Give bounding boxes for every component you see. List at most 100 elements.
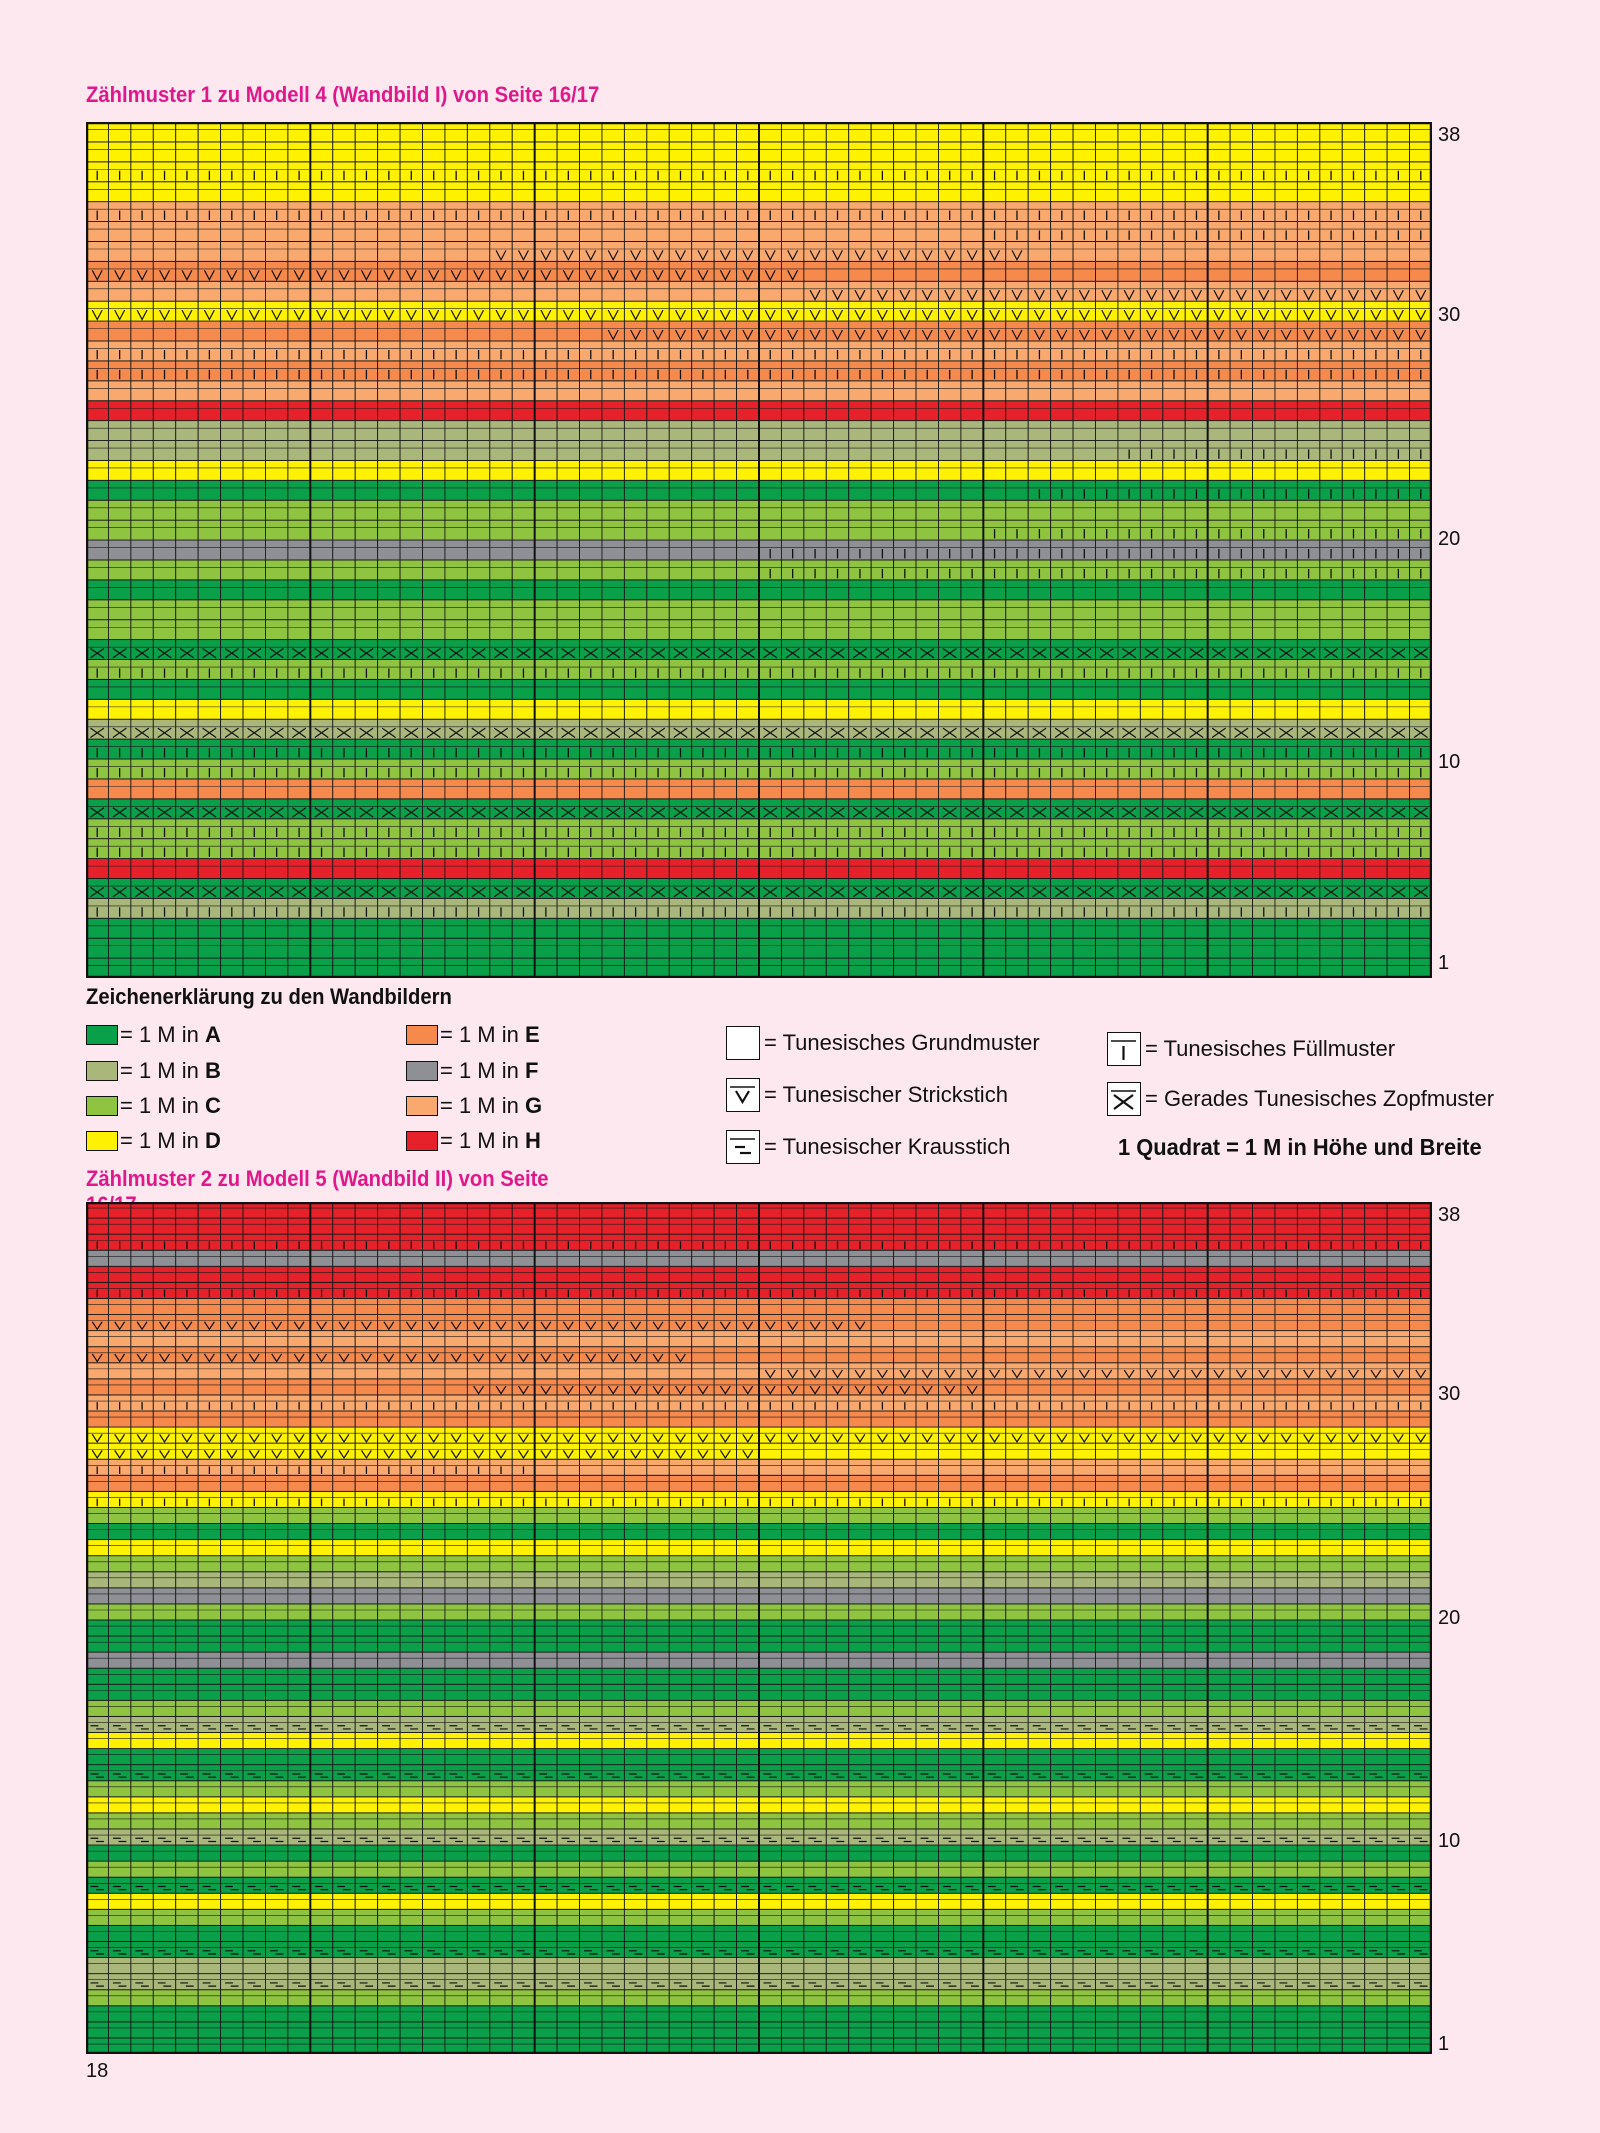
- chart-cell: [668, 778, 693, 800]
- chart-cell: [713, 459, 738, 481]
- chart-cell: [1274, 937, 1298, 959]
- chart-cell: [803, 499, 827, 521]
- chart-cell: [1050, 459, 1074, 481]
- chart-cell: [1005, 579, 1029, 601]
- chart-cell: [803, 400, 827, 422]
- chart-cell: [152, 917, 177, 939]
- chart-1-grid: [86, 122, 1432, 978]
- cross-stitch-icon: [808, 807, 823, 818]
- chart-cell: [309, 678, 334, 700]
- chart-cell: [758, 519, 782, 541]
- chart-cell: [623, 479, 648, 501]
- cross-stitch-icon: [1144, 886, 1159, 898]
- chart-cell: [534, 778, 558, 800]
- chart-cell: [1139, 878, 1164, 899]
- cross-stitch-icon: [1279, 886, 1294, 898]
- chart-cell: [86, 539, 109, 561]
- chart-cell: [870, 639, 895, 660]
- chart-cell: [646, 380, 670, 402]
- chart-cell: [825, 718, 850, 740]
- chart-cell: [175, 579, 199, 601]
- chart-cell: [893, 698, 917, 720]
- chart-cell: [309, 599, 334, 621]
- chart-cell: [893, 798, 917, 820]
- chart-cell: [444, 698, 468, 720]
- cross-stitch-icon: [135, 807, 150, 818]
- chart-cell: [332, 400, 356, 422]
- chart-cell: [1027, 798, 1052, 820]
- v-stitch-icon: [809, 309, 821, 321]
- chart-cell: [668, 519, 693, 541]
- chart-cell: [1319, 718, 1343, 740]
- chart-cell: [534, 878, 558, 899]
- chart-cell: [758, 878, 782, 899]
- chart-cell: [332, 499, 356, 521]
- chart-cell: [1162, 798, 1186, 820]
- chart-cell: [175, 619, 199, 641]
- chart-cell: [556, 519, 580, 541]
- chart-cell: [1095, 320, 1119, 342]
- chart-cell: [309, 459, 334, 481]
- chart-cell: [758, 937, 782, 959]
- chart-cell: [1409, 778, 1432, 800]
- chart-cell: [399, 539, 423, 561]
- chart-cell: [466, 937, 491, 959]
- chart-cell: [1386, 858, 1411, 879]
- chart-cell: [1296, 619, 1321, 641]
- chart-cell: [982, 479, 1007, 501]
- chart-cell: [668, 678, 693, 700]
- chart-cell: [152, 499, 177, 521]
- chart-cell: [265, 798, 289, 820]
- chart-cell: [354, 300, 379, 322]
- cross-stitch-icon: [673, 886, 688, 898]
- chart-cell: [825, 599, 850, 621]
- chart-cell: [309, 380, 334, 402]
- cross-stitch-icon: [987, 727, 1002, 739]
- chart-cell: [86, 599, 109, 621]
- cross-stitch-icon: [538, 886, 553, 898]
- chart-cell: [1364, 698, 1388, 720]
- v-stitch-icon: [607, 309, 619, 321]
- chart-cell: [1162, 579, 1186, 601]
- chart-cell: [422, 579, 446, 601]
- cross-stitch-icon: [1099, 727, 1114, 739]
- chart-cell: [1162, 778, 1186, 800]
- v-stitch-icon: [91, 309, 103, 321]
- chart-cell: [152, 878, 177, 899]
- chart-cell: [1005, 400, 1029, 422]
- chart-cell: [780, 778, 805, 800]
- chart-cell: [825, 479, 850, 501]
- chart-cell: [1162, 937, 1186, 959]
- chart-cell: [489, 499, 513, 521]
- cross-stitch-icon: [1189, 807, 1204, 818]
- chart-cell: [1296, 400, 1321, 422]
- chart-cell: [1072, 937, 1096, 959]
- chart-cell: [803, 519, 827, 541]
- cross-stitch-icon: [965, 807, 980, 818]
- chart-cell: [332, 519, 356, 541]
- chart-cell: [623, 300, 648, 322]
- cross-stitch-icon: [561, 886, 576, 898]
- cross-stitch-icon: [112, 807, 127, 818]
- chart-cell: [242, 380, 266, 402]
- chart-cell: [107, 778, 132, 800]
- chart-cell: [220, 420, 244, 441]
- chart-cell: [646, 698, 670, 720]
- chart-row: [86, 798, 1432, 820]
- cross-stitch-icon: [920, 727, 935, 739]
- cross-stitch-icon: [247, 886, 262, 898]
- chart-cell: [130, 599, 154, 621]
- chart-cell: [579, 380, 603, 402]
- v-stitch-icon: [1033, 329, 1045, 341]
- chart-cell: [444, 778, 468, 800]
- chart-cell: [377, 718, 401, 740]
- chart-cell: [848, 320, 872, 342]
- chart-cell: [1050, 917, 1074, 939]
- chart-cell: [825, 778, 850, 800]
- cross-stitch-icon: [1077, 648, 1092, 659]
- chart-cell: [1274, 878, 1298, 899]
- chart-cell: [1386, 718, 1411, 740]
- chart-cell: [332, 698, 356, 720]
- chart-cell: [758, 499, 782, 521]
- chart-cell: [287, 778, 311, 800]
